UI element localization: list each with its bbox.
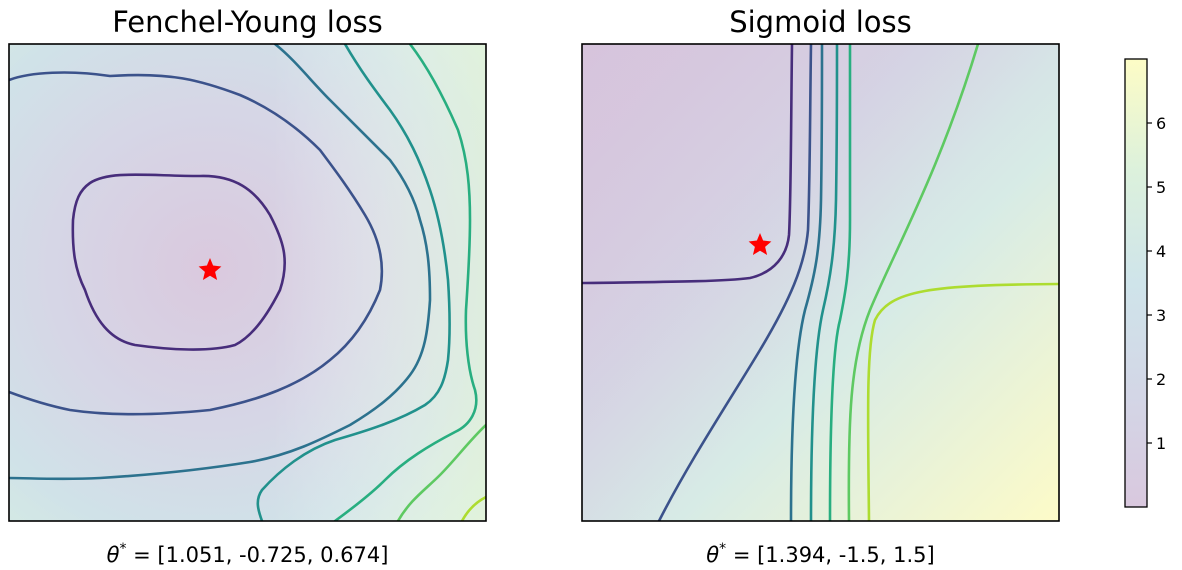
colorbar-tick-label: 3: [1156, 306, 1166, 325]
axes-frame-sigmoid: [581, 43, 1060, 522]
heatmap-shade-fenchel-young: [9, 44, 486, 521]
colorbar-tick-label: 2: [1156, 370, 1166, 389]
contour-level-1: [582, 44, 794, 285]
panel-title-fenchel-young: Fenchel-Young loss: [112, 5, 383, 39]
contour-level-3: [789, 44, 824, 521]
contour-level-2: [657, 44, 813, 521]
colorbar-ticks: 1 2 3 4 5 6: [1147, 114, 1166, 453]
contour-level-4: [256, 44, 451, 521]
contour-level-4: [809, 44, 839, 521]
contour-level-3: [9, 44, 432, 481]
contour-level-7: [866, 282, 1059, 521]
colorbar-tick-label: 6: [1156, 114, 1166, 133]
contour-level-1: [71, 173, 287, 351]
colorbar: 1 2 3 4 5 6: [1124, 58, 1166, 508]
minimum-star-icon: [748, 233, 772, 255]
colorbar-tick-label: 1: [1156, 434, 1166, 453]
colorbar-gradient: [1124, 58, 1148, 508]
contour-level-5: [333, 44, 478, 521]
colorbar-tick-label: 4: [1156, 242, 1166, 261]
contour-level-6: [847, 44, 980, 521]
panel-title-sigmoid: Sigmoid loss: [729, 5, 912, 39]
contour-level-6: [396, 423, 486, 521]
contour-level-7: [460, 495, 486, 521]
minimum-star-icon: [198, 258, 222, 280]
colorbar-tick-label: 5: [1156, 178, 1166, 197]
panel-fenchel-young: Fenchel-Young loss θ* = [1.051, -0.725, …: [8, 5, 487, 567]
contour-level-2: [9, 71, 384, 416]
contour-level-5: [828, 44, 852, 521]
panel-sigmoid: Sigmoid loss θ* = [1.394, -1.5, 1.5]: [581, 5, 1060, 567]
caption-theta-sigmoid: θ* = [1.394, -1.5, 1.5]: [706, 541, 934, 567]
caption-theta-fenchel-young: θ* = [1.051, -0.725, 0.674]: [107, 541, 389, 567]
axes-frame-fenchel-young: [8, 43, 487, 522]
